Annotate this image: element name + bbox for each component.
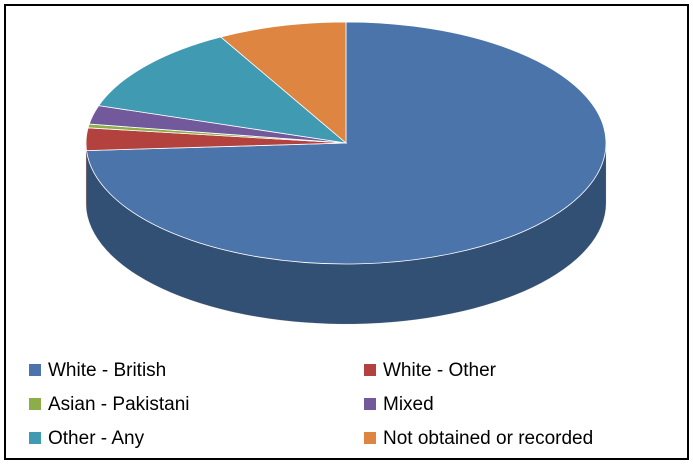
slice-side: [85, 142, 87, 211]
legend-swatch: [29, 432, 41, 444]
legend-label: White - British: [48, 360, 166, 381]
legend-swatch: [364, 398, 376, 410]
legend: White - British White - Other Asian - Paki…: [29, 360, 593, 449]
slice: [219, 21, 347, 144]
legend-label: Mixed: [383, 394, 434, 415]
slice: [98, 36, 348, 144]
pie-tops: [85, 21, 607, 265]
legend-swatch: [364, 364, 376, 376]
legend-label: Not obtained or recorded: [383, 428, 593, 449]
legend-swatch: [29, 364, 41, 376]
legend-label: Other - Any: [48, 428, 145, 449]
legend-label: Asian - Pakistani: [48, 394, 190, 415]
legend-swatch: [29, 398, 41, 410]
legend-label: White - Other: [383, 360, 497, 381]
legend-swatch: [364, 432, 376, 444]
